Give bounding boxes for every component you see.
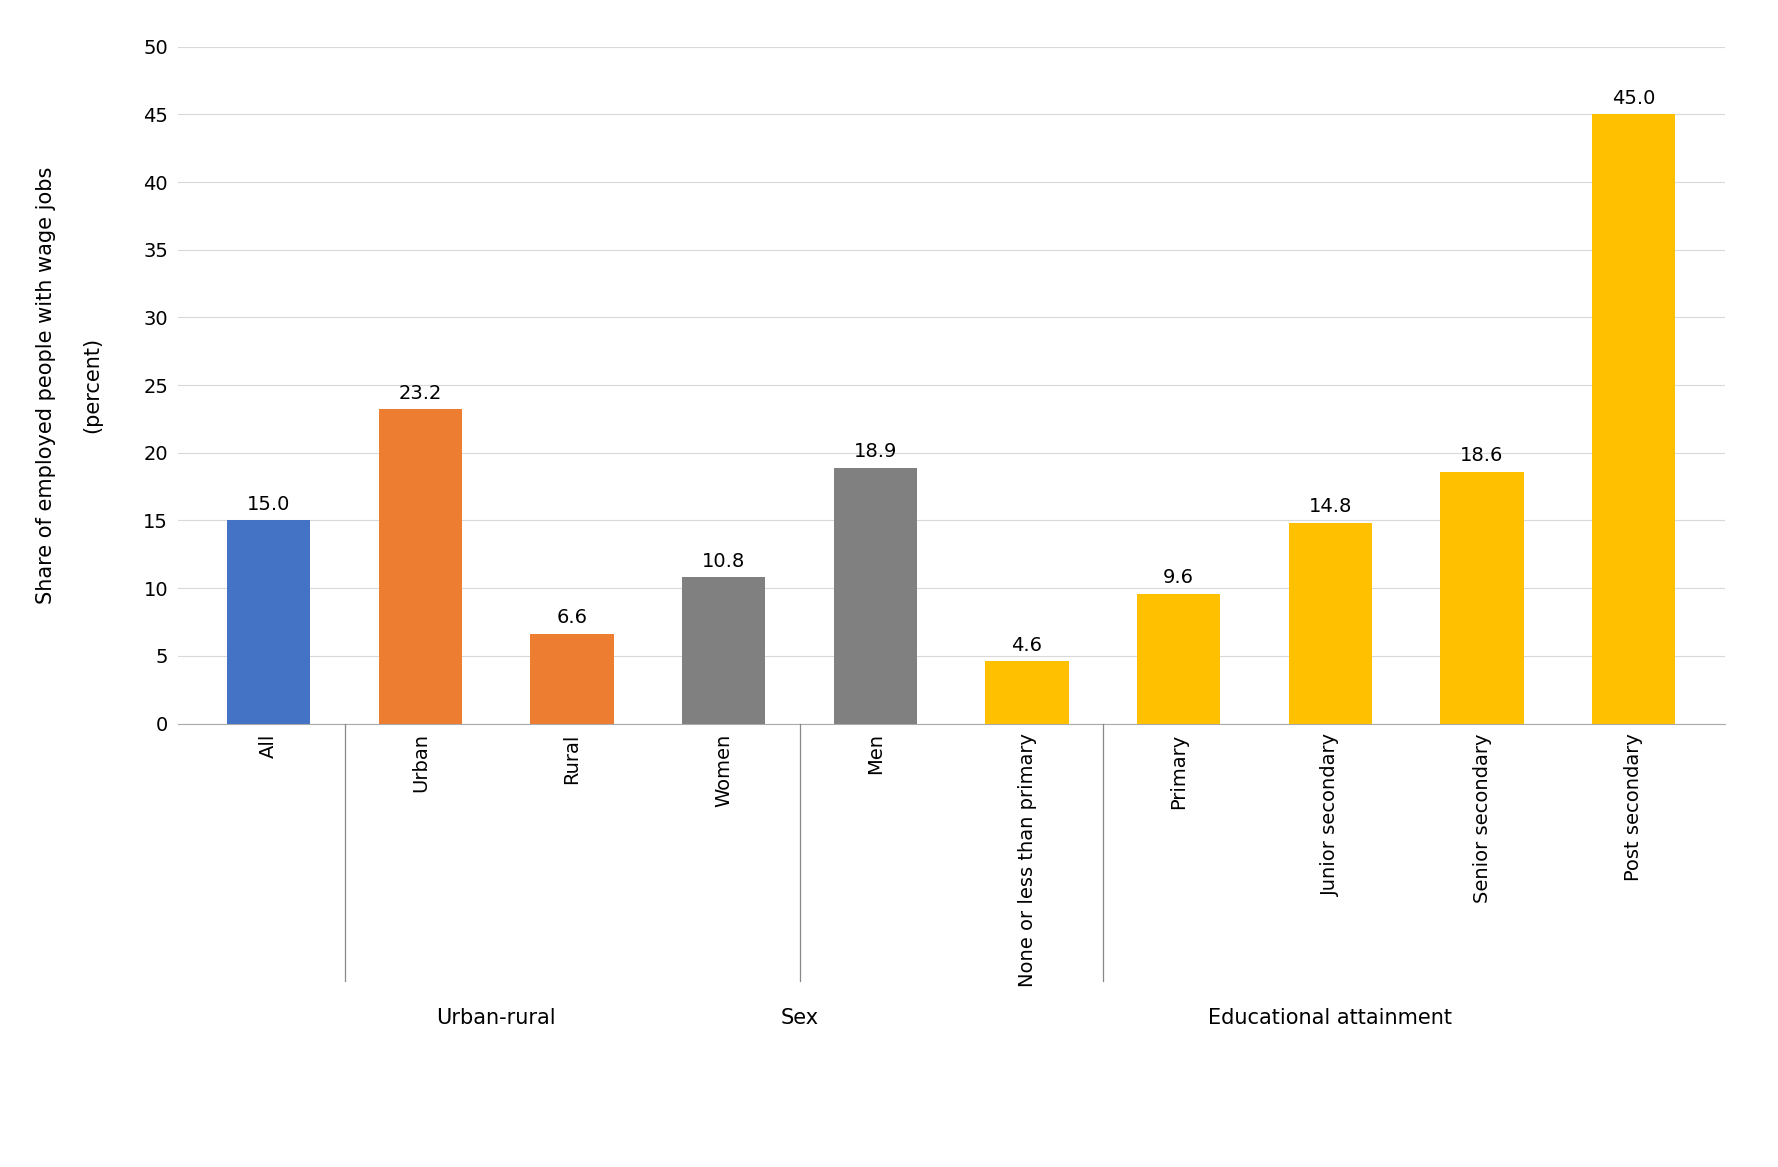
- Bar: [1440, 471, 1524, 724]
- Bar: [379, 410, 462, 724]
- Bar: [530, 634, 613, 724]
- Text: Share of employed people with wage jobs: Share of employed people with wage jobs: [36, 167, 57, 603]
- Bar: [683, 578, 766, 724]
- Text: 10.8: 10.8: [702, 552, 745, 571]
- Text: 18.9: 18.9: [853, 442, 898, 461]
- Text: 18.6: 18.6: [1460, 446, 1504, 464]
- Text: Urban-rural: Urban-rural: [436, 1008, 557, 1028]
- Text: 4.6: 4.6: [1012, 636, 1042, 655]
- Bar: [228, 520, 311, 724]
- Text: 9.6: 9.6: [1163, 568, 1195, 587]
- Text: 14.8: 14.8: [1309, 497, 1351, 517]
- Bar: [1289, 523, 1373, 724]
- Bar: [985, 662, 1069, 724]
- Text: (percent): (percent): [84, 337, 103, 433]
- Text: Sex: Sex: [781, 1008, 818, 1028]
- Text: 6.6: 6.6: [557, 608, 587, 628]
- Text: 23.2: 23.2: [398, 384, 443, 403]
- Bar: [834, 468, 917, 724]
- Bar: [1591, 114, 1675, 724]
- Text: 45.0: 45.0: [1613, 89, 1655, 107]
- Text: Educational attainment: Educational attainment: [1209, 1008, 1453, 1028]
- Bar: [1136, 594, 1220, 724]
- Text: 15.0: 15.0: [247, 495, 290, 513]
